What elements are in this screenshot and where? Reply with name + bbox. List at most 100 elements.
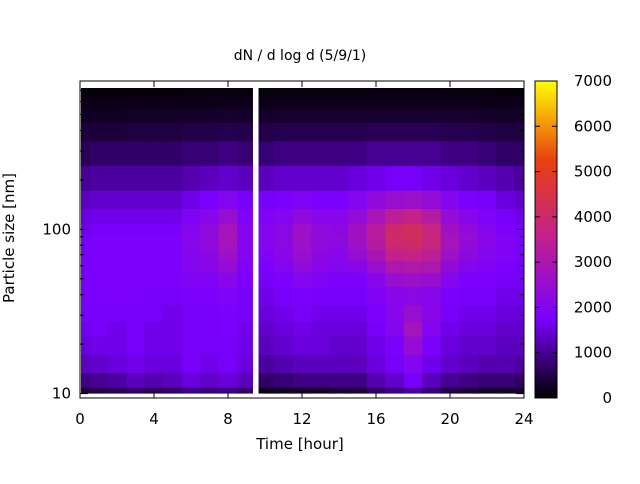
heatmap-cell	[385, 222, 405, 234]
heatmap-cell	[218, 96, 238, 109]
colorbar-tick-label: 4000	[574, 208, 612, 226]
heatmap-cell	[237, 304, 257, 323]
colorbar-gradient	[534, 80, 558, 399]
colorbar-tick-label: 7000	[574, 72, 612, 90]
heatmap-cell	[81, 222, 90, 234]
heatmap-cell	[163, 372, 183, 388]
heatmap-cell	[348, 304, 368, 323]
heatmap-cell	[403, 336, 423, 355]
heatmap-cell	[126, 321, 146, 337]
heatmap-cell	[348, 190, 368, 209]
heatmap-cell	[107, 190, 127, 209]
heatmap-cell	[292, 354, 312, 374]
heatmap-cell	[459, 122, 479, 142]
heatmap-cell	[422, 260, 442, 273]
heatmap-cell	[329, 250, 349, 261]
heatmap-cell	[126, 250, 146, 261]
heatmap-cell	[89, 372, 109, 388]
heatmap-cell	[126, 122, 146, 142]
heatmap-cell	[329, 88, 349, 97]
heatmap-cell	[200, 304, 220, 323]
heatmap-cell	[126, 165, 146, 191]
heatmap-cell	[459, 387, 479, 394]
heatmap-cell	[514, 241, 524, 251]
heatmap-cell	[292, 387, 312, 394]
heatmap-cell	[348, 354, 368, 374]
heatmap-cell	[329, 260, 349, 273]
heatmap-cell	[181, 122, 201, 142]
heatmap-cell	[218, 372, 238, 388]
heatmap-cell	[255, 354, 275, 374]
heatmap-cell	[81, 190, 90, 209]
heatmap-cell	[200, 321, 220, 337]
heatmap-cell	[366, 88, 386, 97]
heatmap-cell	[496, 272, 516, 288]
heatmap-cell	[366, 272, 386, 288]
heatmap-cell	[218, 241, 238, 251]
heatmap-cell	[329, 272, 349, 288]
heatmap-cell	[218, 140, 238, 167]
heatmap-cell	[440, 122, 460, 142]
heatmap-cell	[237, 208, 257, 224]
heatmap-cell	[126, 140, 146, 167]
heatmap-cell	[255, 286, 275, 306]
colorbar: 0 1000 2000 3000 4000 5000 6000 7000	[534, 72, 612, 407]
heatmap-cell	[237, 321, 257, 337]
heatmap-cell	[440, 241, 460, 251]
heatmap-cell	[496, 354, 516, 374]
heatmap-cell	[459, 260, 479, 273]
heatmap-cell	[81, 336, 90, 355]
heatmap-cell	[292, 222, 312, 234]
heatmap-cell	[403, 233, 423, 242]
heatmap-cell	[292, 272, 312, 288]
heatmap-cell	[107, 286, 127, 306]
heatmap-cell	[477, 372, 497, 388]
heatmap-cell	[385, 260, 405, 273]
heatmap-cell	[477, 96, 497, 109]
heatmap-cell	[200, 336, 220, 355]
heatmap-cell	[385, 272, 405, 288]
heatmap-cell	[385, 250, 405, 261]
heatmap-cell	[366, 354, 386, 374]
heatmap-cell	[274, 336, 294, 355]
heatmap-cell	[348, 387, 368, 394]
heatmap-cell	[181, 304, 201, 323]
heatmap-cell	[237, 354, 257, 374]
heatmap-cell	[385, 286, 405, 306]
heatmap-cell	[514, 233, 524, 242]
heatmap-cell	[181, 96, 201, 109]
x-tick-label: 16	[366, 410, 385, 428]
heatmap-cell	[218, 233, 238, 242]
heatmap-cell	[311, 372, 331, 388]
heatmap-cell	[514, 387, 524, 394]
heatmap-cell	[514, 250, 524, 261]
heatmap-cell	[181, 108, 201, 124]
heatmap-cell	[200, 208, 220, 224]
heatmap-cell	[514, 272, 524, 288]
heatmap-cell	[440, 387, 460, 394]
heatmap-cell	[144, 260, 164, 273]
heatmap-cell	[181, 190, 201, 209]
heatmap-cell	[107, 88, 127, 97]
heatmap-cell	[440, 140, 460, 167]
heatmap-cell	[181, 286, 201, 306]
heatmap-cell	[403, 140, 423, 167]
heatmap-cell	[422, 222, 442, 234]
heatmap-cell	[385, 241, 405, 251]
heatmap-cell	[477, 222, 497, 234]
heatmap-cell	[255, 250, 275, 261]
heatmap-cell	[200, 387, 220, 394]
heatmap-cell	[496, 208, 516, 224]
heatmap-cell	[514, 321, 524, 337]
heatmap-cell	[477, 272, 497, 288]
heatmap-cell	[163, 140, 183, 167]
x-tick-label: 0	[75, 410, 85, 428]
heatmap-cell	[81, 233, 90, 242]
heatmap-cell	[126, 304, 146, 323]
heatmap-cell	[329, 304, 349, 323]
heatmap-cell	[181, 321, 201, 337]
heatmap-cell	[403, 272, 423, 288]
heatmap-cell	[255, 222, 275, 234]
heatmap-cell	[81, 122, 90, 142]
heatmap-cell	[81, 286, 90, 306]
